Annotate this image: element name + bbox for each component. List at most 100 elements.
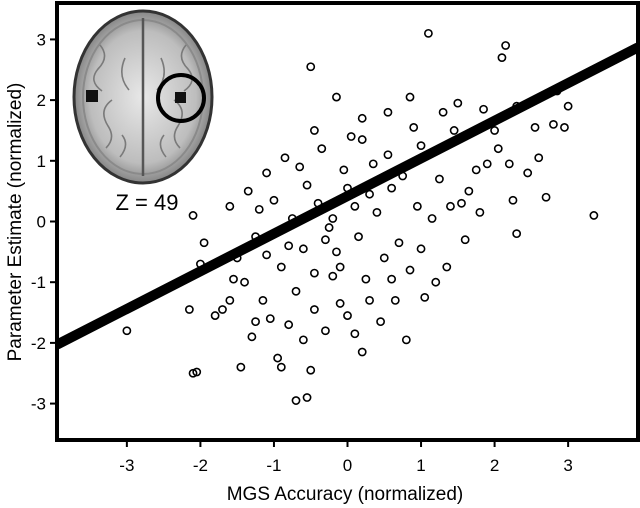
data-point [188,211,198,220]
data-point [332,247,341,257]
data-point [438,107,448,117]
data-point [394,238,404,248]
data-point [225,201,235,211]
data-point [284,241,294,251]
data-point [508,195,518,205]
data-point [482,159,492,169]
data-point [549,119,558,129]
data-point [457,198,466,208]
data-point [376,317,385,327]
data-point [184,305,194,314]
data-point [420,292,430,302]
data-point [258,296,268,305]
data-point [354,232,363,242]
data-point [497,53,507,63]
x-tick-label: 1 [416,456,425,475]
data-point [368,159,378,169]
data-point [328,271,338,281]
data-point [409,123,419,132]
data-point [541,192,551,202]
data-point [236,362,246,372]
data-point [405,92,415,102]
data-point [324,223,334,232]
x-axis-ticks: -3 -2 -1 0 1 2 3 [119,440,573,475]
data-point [530,123,540,132]
data-point [199,238,209,248]
data-point [479,104,488,114]
left-activation-spot [86,90,98,102]
data-point [435,174,444,184]
data-point [365,189,374,199]
data-point [291,286,301,296]
data-point [357,135,367,144]
data-point [453,98,463,108]
data-point [512,229,522,239]
brain-inset: Z = 49 [72,9,214,215]
data-point [306,365,316,375]
x-tick-label: -2 [193,456,208,475]
data-point [361,274,371,284]
data-point [302,393,312,402]
data-point [225,296,235,305]
data-point [493,144,503,154]
data-point [471,165,481,175]
data-point [346,132,356,141]
x-tick-label: 0 [343,456,352,475]
data-point [446,201,455,211]
data-point [310,126,319,135]
data-point [423,28,433,38]
data-point [589,211,599,220]
y-axis-ticks: -3 -2 -1 0 1 2 3 [31,30,57,414]
data-point [254,204,264,214]
data-point [490,126,499,135]
data-point [262,168,272,178]
data-point [310,305,319,314]
data-point [218,305,227,314]
data-point [475,207,485,217]
data-point [442,262,452,272]
data-point [335,299,345,308]
right-activation-spot [175,92,186,103]
data-point [321,326,330,336]
data-point [405,265,415,275]
data-point [350,201,360,211]
data-point [343,311,352,320]
data-point [122,326,132,336]
data-point [523,168,533,178]
data-point [321,235,330,245]
data-point [464,186,474,196]
data-point [229,274,238,284]
data-point [383,107,393,117]
data-point [247,332,257,342]
regression-line [59,42,637,350]
data-point [332,92,341,102]
y-tick-label: 3 [37,30,46,49]
highlight-circle [156,73,206,123]
y-tick-label: 1 [37,152,46,171]
data-point [273,353,283,363]
data-points [122,28,599,405]
data-point [251,317,260,327]
data-point [372,207,382,217]
data-point [240,277,249,287]
data-point [298,335,308,345]
y-tick-label: -2 [31,334,46,353]
data-point [302,180,312,190]
y-axis-title: Parameter Estimate (normalized) [5,83,26,362]
data-point [379,253,389,263]
data-point [387,274,397,284]
data-point [350,329,360,339]
data-point [295,162,305,172]
data-point [416,141,426,151]
x-tick-label: 3 [563,456,572,475]
data-point [210,311,220,320]
data-point [280,153,290,163]
data-point [460,235,470,245]
x-tick-label: -1 [266,456,281,475]
x-tick-label: -3 [119,456,134,475]
y-tick-label: -1 [31,273,46,292]
data-point [269,195,279,205]
data-point [276,362,286,372]
data-point [416,244,426,254]
